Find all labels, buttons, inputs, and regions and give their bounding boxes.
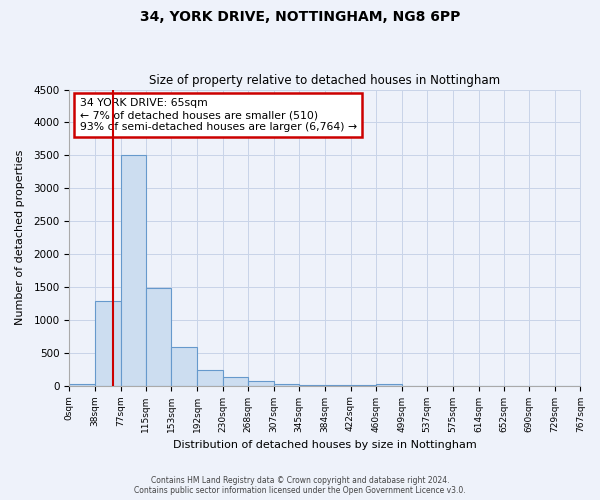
Bar [121,156,146,386]
Bar [223,377,248,386]
Bar [248,380,274,386]
Bar [146,288,171,386]
Text: Contains HM Land Registry data © Crown copyright and database right 2024.
Contai: Contains HM Land Registry data © Crown c… [134,476,466,495]
Bar [95,302,121,386]
Text: 34, YORK DRIVE, NOTTINGHAM, NG8 6PP: 34, YORK DRIVE, NOTTINGHAM, NG8 6PP [140,10,460,24]
Bar [70,384,95,386]
Text: 34 YORK DRIVE: 65sqm
← 7% of detached houses are smaller (510)
93% of semi-detac: 34 YORK DRIVE: 65sqm ← 7% of detached ho… [80,98,356,132]
Y-axis label: Number of detached properties: Number of detached properties [15,150,25,325]
Title: Size of property relative to detached houses in Nottingham: Size of property relative to detached ho… [149,74,500,87]
Bar [299,385,325,386]
Bar [197,370,223,386]
X-axis label: Distribution of detached houses by size in Nottingham: Distribution of detached houses by size … [173,440,477,450]
Bar [274,384,299,386]
Bar [171,348,197,386]
Bar [376,384,402,386]
